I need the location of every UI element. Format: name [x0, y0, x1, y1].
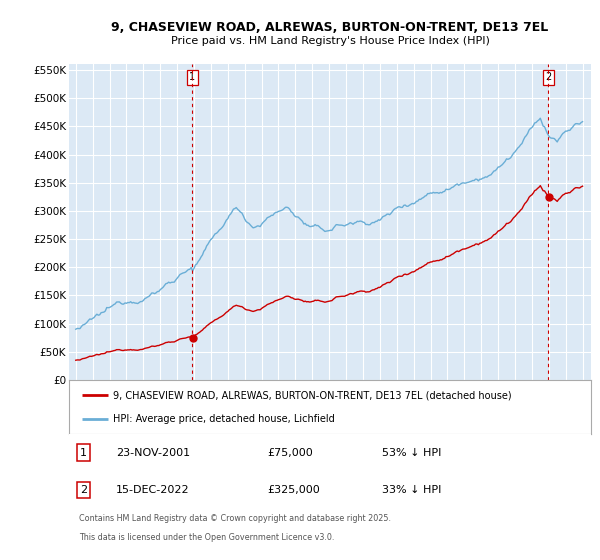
Text: 15-DEC-2022: 15-DEC-2022: [116, 485, 190, 495]
Text: 33% ↓ HPI: 33% ↓ HPI: [382, 485, 442, 495]
Text: Contains HM Land Registry data © Crown copyright and database right 2025.: Contains HM Land Registry data © Crown c…: [79, 514, 391, 523]
Text: HPI: Average price, detached house, Lichfield: HPI: Average price, detached house, Lich…: [113, 414, 335, 424]
Text: £325,000: £325,000: [268, 485, 320, 495]
Text: £75,000: £75,000: [268, 447, 313, 458]
Text: 1: 1: [80, 447, 87, 458]
Text: Price paid vs. HM Land Registry's House Price Index (HPI): Price paid vs. HM Land Registry's House …: [170, 36, 490, 46]
Text: 9, CHASEVIEW ROAD, ALREWAS, BURTON-ON-TRENT, DE13 7EL: 9, CHASEVIEW ROAD, ALREWAS, BURTON-ON-TR…: [112, 21, 548, 34]
Text: 2: 2: [545, 72, 551, 82]
Text: This data is licensed under the Open Government Licence v3.0.: This data is licensed under the Open Gov…: [79, 533, 335, 542]
Text: 23-NOV-2001: 23-NOV-2001: [116, 447, 190, 458]
Text: 2: 2: [80, 485, 87, 495]
Text: 9, CHASEVIEW ROAD, ALREWAS, BURTON-ON-TRENT, DE13 7EL (detached house): 9, CHASEVIEW ROAD, ALREWAS, BURTON-ON-TR…: [113, 390, 512, 400]
Text: 1: 1: [189, 72, 196, 82]
Text: 53% ↓ HPI: 53% ↓ HPI: [382, 447, 442, 458]
